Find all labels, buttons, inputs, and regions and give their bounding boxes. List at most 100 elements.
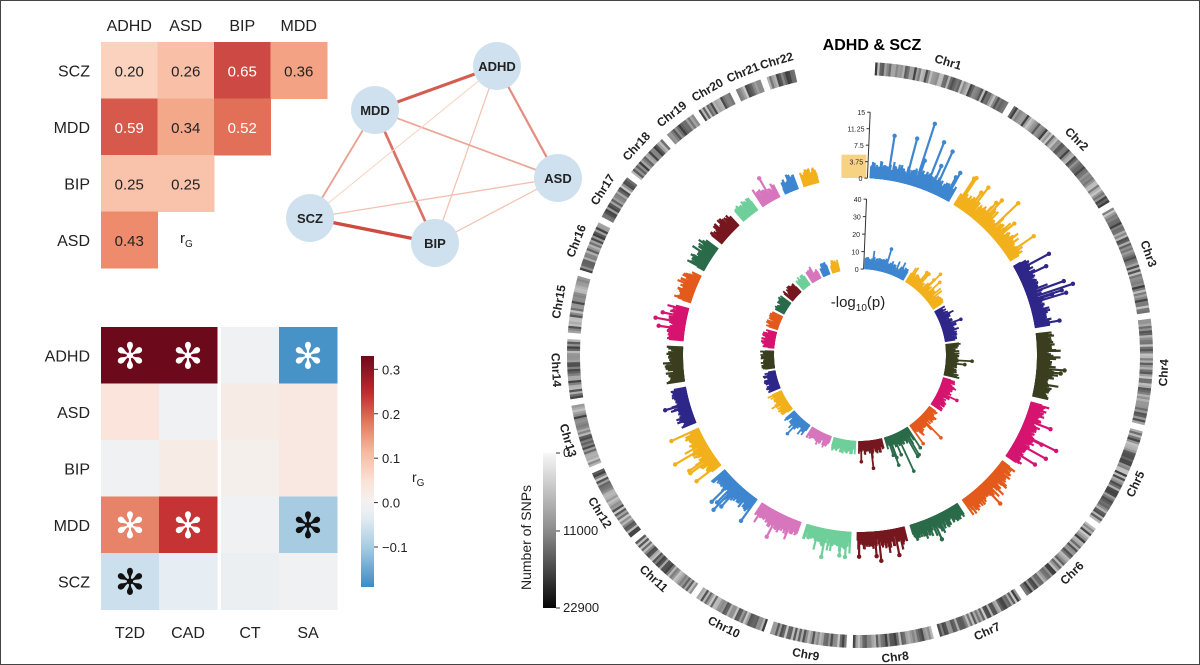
ideogram-band-chr8 xyxy=(904,631,909,645)
ideogram-band-chr5 xyxy=(1109,479,1123,488)
inner-snp-bar-chr13 xyxy=(767,370,776,374)
ideogram-band-chr14 xyxy=(568,386,583,391)
ideogram-band-chr5 xyxy=(1098,499,1112,509)
cell-label-bip-adhd: 0.25 xyxy=(115,176,144,193)
cross-trait-heatmap: T2D CAD CT SA ADHD ✻ ✻ ✻ ASD BIP MDD ✻ ✻ ✻ SCZ ✻ xyxy=(45,327,338,642)
ideogram-band-chr13 xyxy=(575,420,589,427)
outer-snp-point-chr11 xyxy=(714,500,720,505)
ideogram-band-chr1 xyxy=(996,98,1005,112)
ideogram-band-chr4 xyxy=(1133,411,1148,417)
row-label-bip: BIP xyxy=(64,176,90,193)
ideogram-band-chr7 xyxy=(953,618,961,632)
ideogram-band-chr16 xyxy=(589,239,603,247)
ideogram-band-chr3 xyxy=(1124,260,1139,267)
ideogram-band-chr11 xyxy=(636,535,648,547)
ideogram-band-chr13 xyxy=(583,447,597,455)
ideogram-band-chr6 xyxy=(1040,567,1052,579)
ideogram-band-chr8 xyxy=(917,628,923,642)
ideogram-band-chr9 xyxy=(781,624,787,638)
ideogram-band-chr20 xyxy=(702,106,712,120)
outer-snp-point-chr9 xyxy=(842,554,848,560)
ideogram-band-chr8 xyxy=(928,625,934,640)
outer-snp-point-chr15 xyxy=(653,315,658,320)
row-label-mdd: MDD xyxy=(54,518,90,535)
ideogram-band-chr4 xyxy=(1139,353,1153,357)
ideogram-band-chr10 xyxy=(707,594,717,607)
ideogram-band-chr21 xyxy=(755,80,763,94)
outer-snp-point-chr8 xyxy=(856,554,862,559)
significance-star-mdd-cad: ✻ xyxy=(173,505,203,546)
ideogram-band-chr1 xyxy=(974,87,982,101)
ideogram-band-chr5 xyxy=(1114,469,1128,478)
ideogram-band-chr13 xyxy=(572,409,586,415)
ideogram-band-chr12 xyxy=(616,511,630,521)
inner-snp-point-chr2 xyxy=(938,272,943,277)
ideogram-band-chr1 xyxy=(916,68,922,82)
outer-snp-bar-chr16 xyxy=(691,271,702,278)
ideogram-band-chr2 xyxy=(1088,186,1101,196)
ideogram-band-chr18 xyxy=(653,145,665,157)
outer-snp-point-chr8 xyxy=(874,553,879,559)
ideogram-band-chr5 xyxy=(1124,445,1138,452)
ideogram-band-chr12 xyxy=(602,488,615,497)
ideogram-band-chr3 xyxy=(1132,289,1147,295)
cell-scz-cad xyxy=(159,553,218,610)
ideogram-band-chr5 xyxy=(1091,510,1104,520)
ideogram-band-chr11 xyxy=(637,537,650,549)
snp-density-colorbar xyxy=(543,453,556,608)
ideogram-band-chr3 xyxy=(1130,277,1144,284)
row-label-mdd: MDD xyxy=(54,120,90,137)
ideogram-band-chr12 xyxy=(597,480,611,489)
cell-mdd-ct xyxy=(221,496,280,554)
ideogram-band-chr9 xyxy=(790,626,796,641)
ideogram-band-chr16 xyxy=(582,258,596,266)
ideogram-band-chr2 xyxy=(1039,130,1050,142)
outer-snp-bar-chr15 xyxy=(675,304,690,311)
ideogram-band-chr8 xyxy=(902,631,907,645)
ideogram-band-chr1 xyxy=(953,78,961,92)
ideogram-band-chr5 xyxy=(1126,438,1140,446)
ideogram-band-chr2 xyxy=(1046,136,1057,148)
ideogram-band-chr10 xyxy=(731,606,740,620)
ideogram-band-chr1 xyxy=(931,71,938,86)
outer-snp-point-chr5 xyxy=(1043,456,1049,461)
ideogram-band-chr9 xyxy=(810,631,816,645)
outer-snp-bar-chr22 xyxy=(814,172,820,184)
ideogram-band-chr5 xyxy=(1117,463,1131,472)
ideogram-band-chr12 xyxy=(609,499,622,509)
ideogram-band-chr22 xyxy=(777,73,784,87)
outer-snp-point-chr8 xyxy=(879,558,884,564)
ideogram-band-chr8 xyxy=(923,627,930,641)
row-label-adhd: ADHD xyxy=(45,348,90,365)
ideogram-band-chr3 xyxy=(1107,217,1120,226)
ideogram-band-chr22 xyxy=(787,70,793,84)
ideogram-band-chr16 xyxy=(597,222,611,231)
ideogram-band-chr10 xyxy=(761,618,768,632)
ideogram-band-chr8 xyxy=(870,634,875,648)
ideogram-band-chr13 xyxy=(585,452,599,460)
ideogram-band-chr7 xyxy=(995,598,1004,612)
ideogram-band-chr2 xyxy=(1095,195,1108,205)
ideogram-band-chr12 xyxy=(610,501,623,511)
ideogram-band-chr3 xyxy=(1127,269,1141,276)
outer-axis-tick-label: 11.25 xyxy=(847,127,864,134)
inner-snp-point-chr2 xyxy=(927,272,931,276)
ideogram-band-chr16 xyxy=(583,256,597,263)
inner-snp-bar-chr10 xyxy=(805,426,814,438)
ideogram-band-chr1 xyxy=(1000,101,1009,114)
cell-label-mdd-bip: 0.52 xyxy=(228,120,257,137)
ideogram-band-chr14 xyxy=(569,388,583,393)
ideogram-band-chr19 xyxy=(673,126,685,139)
ideogram-band-chr14 xyxy=(570,394,584,400)
ideogram-band-chr10 xyxy=(740,610,748,624)
ideogram-band-chr3 xyxy=(1104,211,1117,220)
cell-label-scz-bip: 0.65 xyxy=(228,63,257,80)
ideogram-band-chr13 xyxy=(580,437,594,444)
ideogram-band-chr8 xyxy=(899,631,905,646)
ideogram-band-chr16 xyxy=(585,249,599,257)
outer-snp-point-chr11 xyxy=(719,504,724,509)
ideogram-band-chr5 xyxy=(1099,497,1113,507)
ideogram-band-chr1 xyxy=(910,66,916,80)
inner-snp-bar-chr11 xyxy=(785,410,796,420)
ideogram-band-chr20 xyxy=(709,102,719,115)
